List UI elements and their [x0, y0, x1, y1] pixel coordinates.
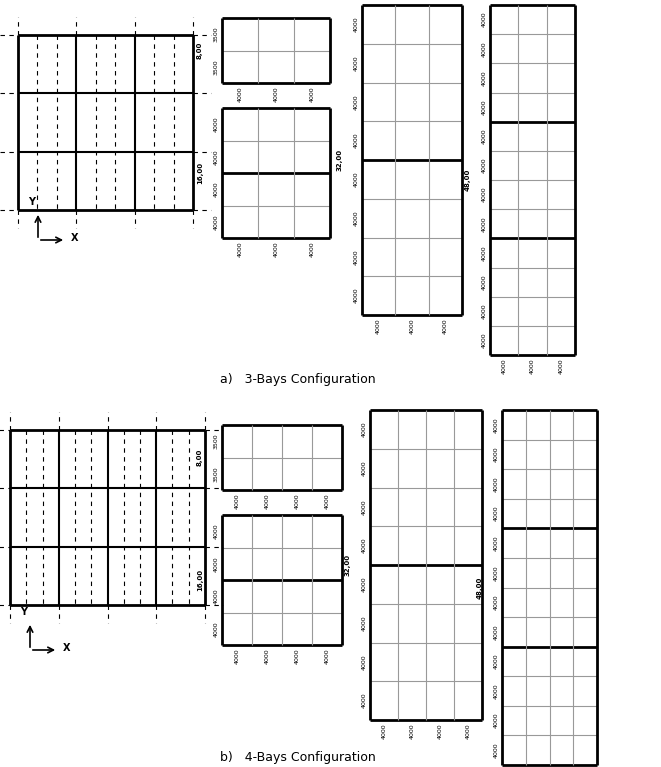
- Text: Y: Y: [20, 607, 28, 617]
- Text: 4000: 4000: [494, 535, 499, 551]
- Text: 4000: 4000: [482, 187, 487, 202]
- Text: 4000: 4000: [237, 241, 243, 257]
- Text: 4000: 4000: [502, 358, 507, 374]
- Text: 4000: 4000: [354, 133, 359, 149]
- Text: 4000: 4000: [214, 117, 219, 132]
- Text: 4000: 4000: [362, 538, 367, 554]
- Text: 4000: 4000: [354, 249, 359, 265]
- Text: 4000: 4000: [362, 577, 367, 592]
- Text: 4000: 4000: [354, 210, 359, 226]
- Text: 4000: 4000: [309, 241, 315, 257]
- Text: 4000: 4000: [494, 742, 499, 758]
- Text: 4000: 4000: [264, 648, 270, 663]
- Text: 32,00: 32,00: [345, 554, 351, 576]
- Text: 4000: 4000: [482, 41, 487, 57]
- Text: 3500: 3500: [214, 26, 219, 42]
- Text: 4000: 4000: [362, 422, 367, 437]
- Text: 4000: 4000: [482, 157, 487, 173]
- Text: 4000: 4000: [494, 505, 499, 522]
- Text: 4000: 4000: [482, 70, 487, 86]
- Text: 4000: 4000: [214, 523, 219, 539]
- Text: 48,00: 48,00: [477, 576, 483, 599]
- Text: X: X: [63, 643, 71, 653]
- Text: 4000: 4000: [494, 594, 499, 610]
- Text: 4000: 4000: [354, 94, 359, 110]
- Text: 3500: 3500: [214, 59, 219, 74]
- Text: 4000: 4000: [410, 318, 414, 334]
- Text: 4000: 4000: [214, 214, 219, 229]
- Text: 4000: 4000: [482, 99, 487, 115]
- Text: 4000: 4000: [494, 713, 499, 729]
- Text: 4000: 4000: [438, 723, 442, 739]
- Text: 4000: 4000: [482, 128, 487, 144]
- Text: 4000: 4000: [354, 288, 359, 304]
- Text: 4000: 4000: [443, 318, 448, 334]
- Text: 4000: 4000: [354, 172, 359, 187]
- Text: 8,00: 8,00: [197, 42, 203, 59]
- Text: 4000: 4000: [295, 493, 299, 509]
- Text: 4000: 4000: [362, 615, 367, 631]
- Text: 4000: 4000: [264, 493, 270, 509]
- Text: a)   3-Bays Configuration: a) 3-Bays Configuration: [219, 374, 375, 387]
- Text: 4000: 4000: [309, 86, 315, 101]
- Text: 4000: 4000: [482, 245, 487, 261]
- Text: 16,00: 16,00: [197, 569, 203, 591]
- Text: 4000: 4000: [482, 304, 487, 319]
- Text: 4000: 4000: [494, 417, 499, 433]
- Text: 8,00: 8,00: [197, 449, 203, 466]
- Text: 3500: 3500: [214, 433, 219, 449]
- Text: 4000: 4000: [482, 275, 487, 290]
- Text: 4000: 4000: [235, 493, 239, 509]
- Text: 4000: 4000: [482, 216, 487, 232]
- Text: 4000: 4000: [235, 648, 239, 663]
- Text: 4000: 4000: [482, 12, 487, 28]
- Text: 4000: 4000: [494, 565, 499, 581]
- Text: 4000: 4000: [362, 654, 367, 670]
- Text: 4000: 4000: [494, 624, 499, 640]
- Text: 4000: 4000: [559, 358, 563, 374]
- Text: 4000: 4000: [214, 588, 219, 604]
- Text: 32,00: 32,00: [337, 149, 343, 171]
- Text: 4000: 4000: [530, 358, 535, 374]
- Text: 4000: 4000: [465, 723, 471, 739]
- Text: 4000: 4000: [362, 693, 367, 709]
- Text: 4000: 4000: [214, 182, 219, 197]
- Text: 48,00: 48,00: [465, 169, 471, 191]
- Text: 4000: 4000: [494, 476, 499, 492]
- Text: 4000: 4000: [494, 683, 499, 699]
- Text: 4000: 4000: [376, 318, 381, 334]
- Text: 4000: 4000: [362, 460, 367, 476]
- Text: Y: Y: [28, 197, 36, 207]
- Text: 4000: 4000: [274, 86, 278, 101]
- Text: 4000: 4000: [214, 621, 219, 637]
- Text: X: X: [71, 233, 79, 243]
- Text: 4000: 4000: [410, 723, 414, 739]
- Text: 4000: 4000: [494, 446, 499, 463]
- Text: 4000: 4000: [325, 648, 329, 663]
- Text: 4000: 4000: [482, 333, 487, 348]
- Text: 16,00: 16,00: [197, 162, 203, 184]
- Text: 4000: 4000: [325, 493, 329, 509]
- Text: 4000: 4000: [381, 723, 387, 739]
- Text: 4000: 4000: [295, 648, 299, 663]
- Text: 4000: 4000: [274, 241, 278, 257]
- Text: b)   4-Bays Configuration: b) 4-Bays Configuration: [219, 752, 375, 765]
- Text: 3500: 3500: [214, 466, 219, 482]
- Text: 4000: 4000: [354, 17, 359, 32]
- Text: 4000: 4000: [214, 149, 219, 165]
- Text: 4000: 4000: [362, 499, 367, 515]
- Text: 4000: 4000: [214, 556, 219, 571]
- Text: 4000: 4000: [354, 55, 359, 71]
- Text: 4000: 4000: [494, 653, 499, 670]
- Text: 4000: 4000: [237, 86, 243, 101]
